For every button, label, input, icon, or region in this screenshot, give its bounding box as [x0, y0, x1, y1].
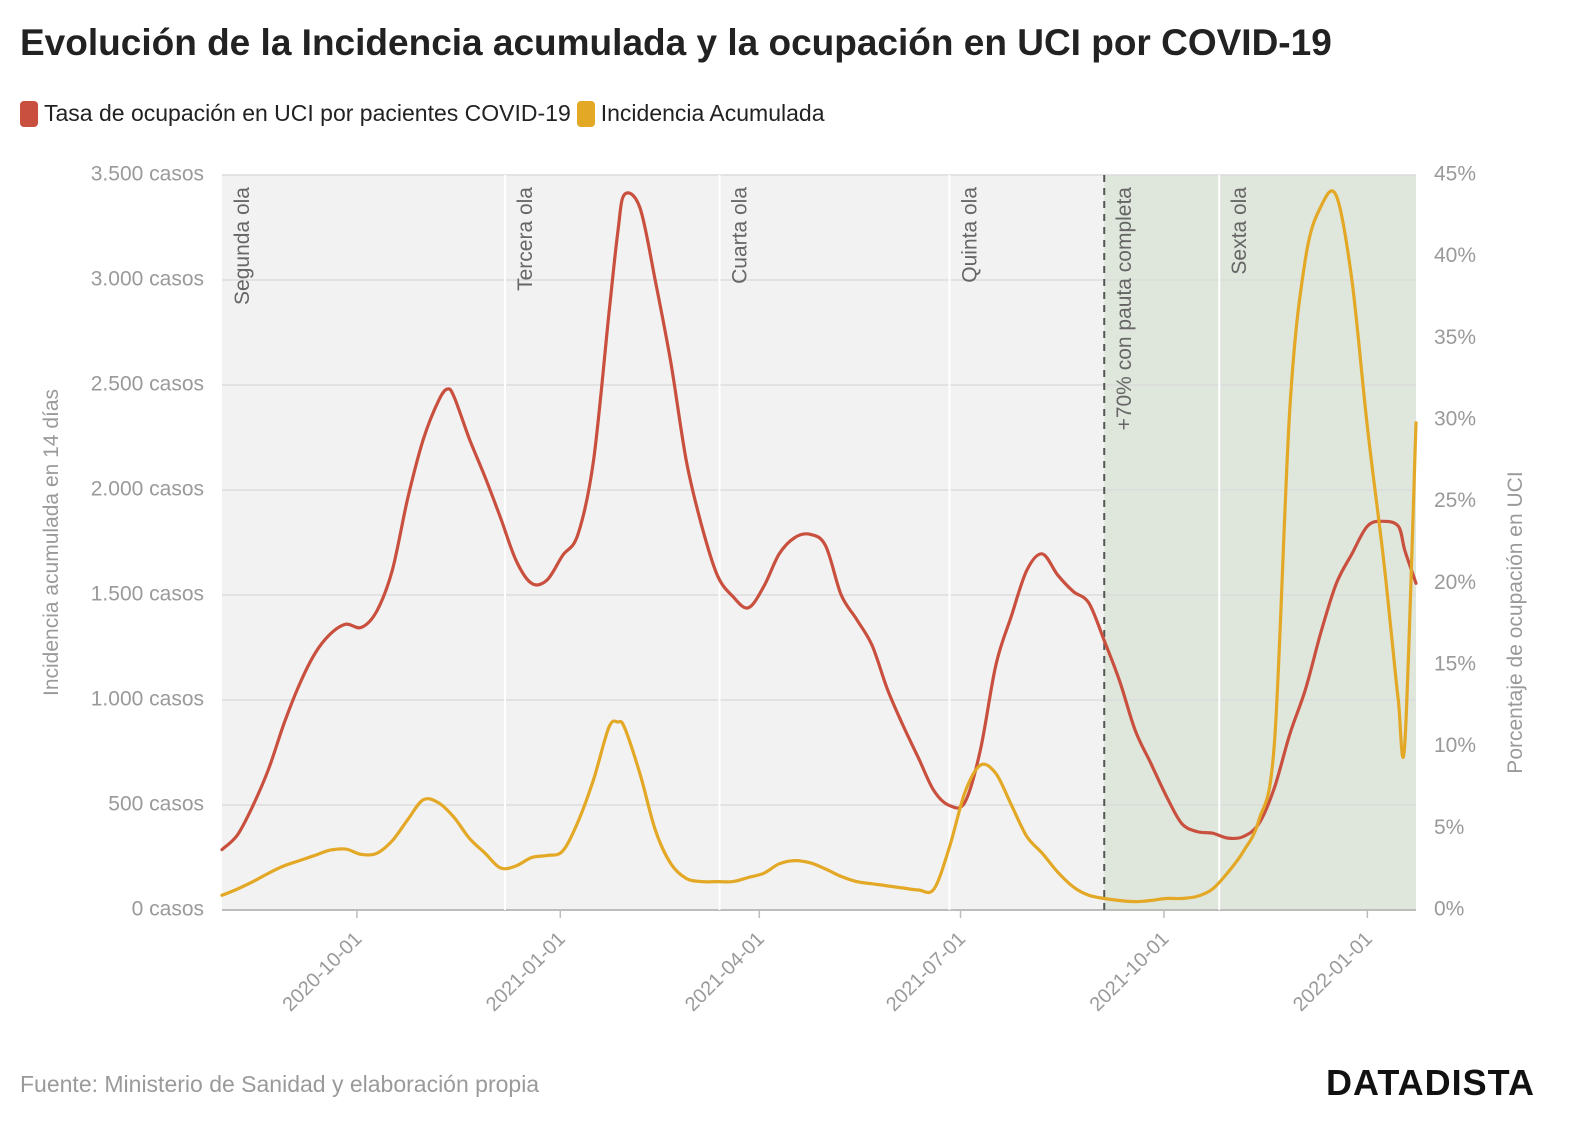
source-note: Fuente: Ministerio de Sanidad y elaborac…	[20, 1071, 540, 1097]
y-left-tick-label: 2.000 casos	[91, 478, 204, 501]
legend-item-uci[interactable]: Tasa de ocupación en UCI por pacientes C…	[20, 100, 571, 127]
annotation-label: Quinta ola	[958, 187, 981, 283]
x-tick-label: 2021-01-01	[482, 928, 570, 1016]
series-line-uci[interactable]	[220, 191, 1418, 852]
y-right-tick-label: 35%	[1434, 326, 1476, 349]
y-right-axis-title: Porcentaje de ocupación en UCI	[1504, 471, 1527, 773]
y-right-tick-label: 20%	[1434, 571, 1476, 594]
y-right-tick-label: 10%	[1434, 734, 1476, 757]
datadista-logo: DATADISTA	[1326, 1062, 1535, 1103]
y-right-tick-label: 40%	[1434, 244, 1476, 267]
y-left-axis-title: Incidencia acumulada en 14 días	[40, 389, 63, 696]
y-right-tick-label: 30%	[1434, 408, 1476, 431]
shaded-region	[1104, 175, 1416, 910]
legend-swatch-uci	[20, 100, 38, 127]
y-right-tick-label: 25%	[1434, 489, 1476, 512]
y-right-tick-label: 15%	[1434, 653, 1476, 676]
annotation-label: Segunda ola	[231, 187, 254, 305]
annotation-label: Sexta ola	[1228, 187, 1251, 275]
y-left-tick-label: 1.000 casos	[91, 688, 204, 711]
series-line-incidencia[interactable]	[220, 189, 1418, 904]
chart-title: Evolución de la Incidencia acumulada y l…	[20, 22, 1332, 63]
annotation-label: Tercera ola	[514, 187, 537, 291]
y-left-tick-label: 3.000 casos	[91, 268, 204, 291]
legend-label-uci: Tasa de ocupación en UCI por pacientes C…	[44, 100, 571, 126]
legend-label-incidencia: Incidencia Acumulada	[600, 100, 825, 126]
legend-item-incidencia[interactable]: Incidencia Acumulada	[576, 100, 825, 127]
y-left-tick-label: 3.500 casos	[91, 163, 204, 186]
x-tick-label: 2021-07-01	[882, 928, 970, 1016]
y-right-tick-label: 5%	[1434, 816, 1464, 839]
x-tick-label: 2021-10-01	[1086, 928, 1174, 1016]
annotation-label: +70% con pauta completa	[1113, 187, 1136, 431]
y-left-tick-label: 500 casos	[108, 793, 204, 816]
y-left-tick-label: 1.500 casos	[91, 583, 204, 606]
annotation-label: Cuarta ola	[729, 187, 752, 284]
y-right-tick-label: 45%	[1434, 163, 1476, 186]
y-left-tick-label: 0 casos	[132, 898, 204, 921]
legend-swatch-incidencia	[576, 100, 595, 127]
legend: Tasa de ocupación en UCI por pacientes C…	[20, 100, 831, 127]
x-tick-label: 2022-01-01	[1289, 928, 1377, 1016]
y-left-tick-label: 2.500 casos	[91, 373, 204, 396]
y-right-tick-label: 0%	[1434, 898, 1464, 921]
x-tick-label: 2021-04-01	[681, 928, 769, 1016]
x-tick-label: 2020-10-01	[279, 928, 367, 1016]
